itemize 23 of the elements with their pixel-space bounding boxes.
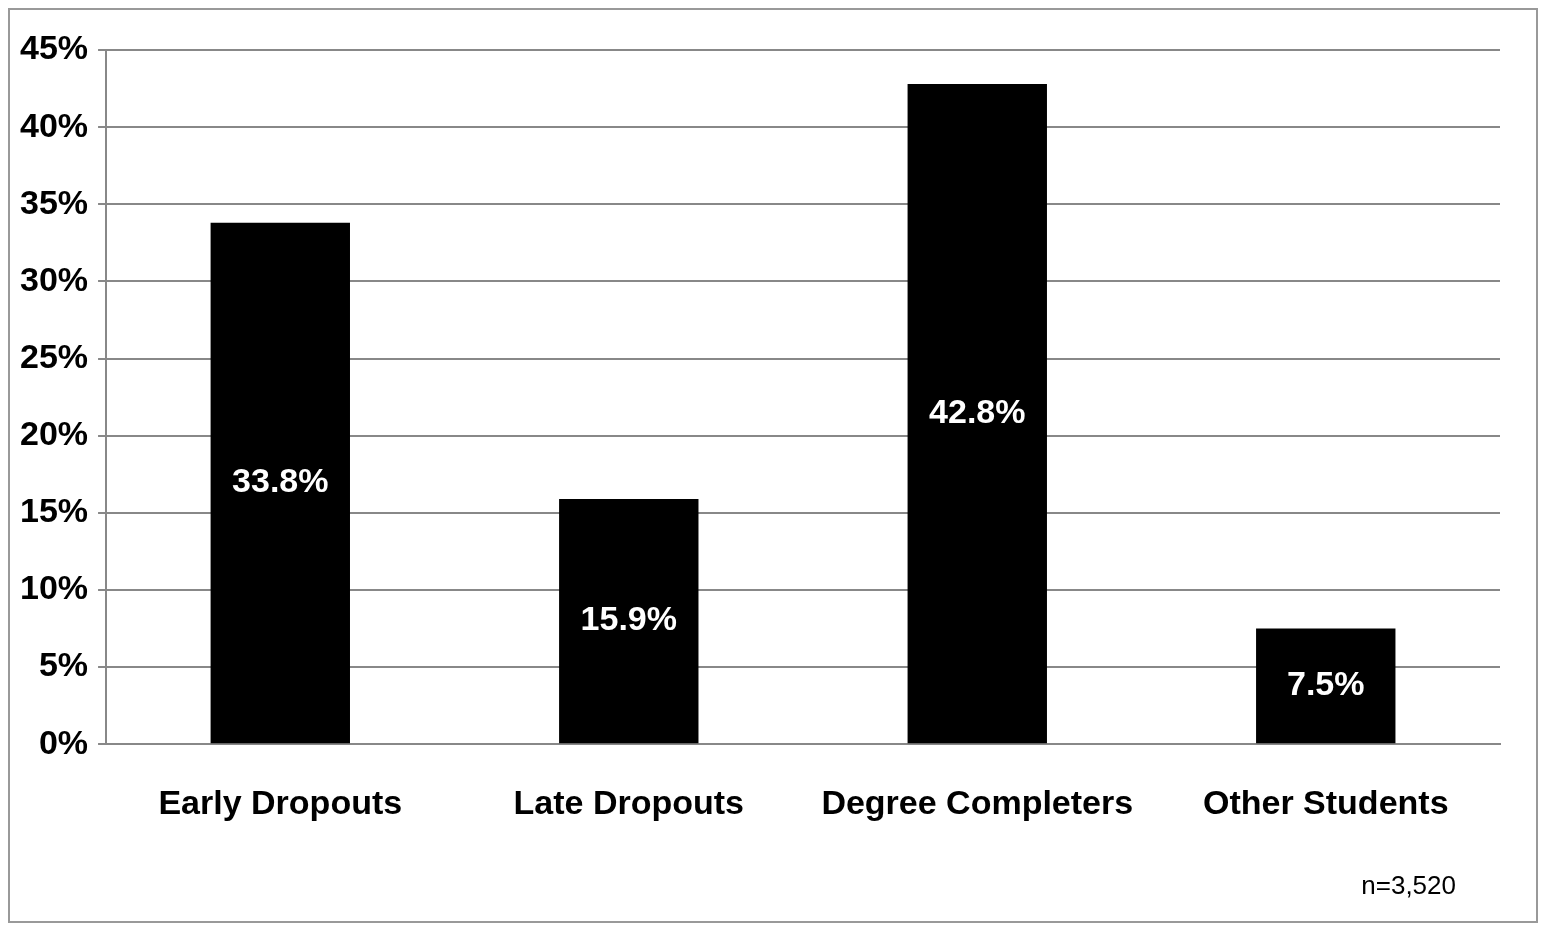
y-tick-label: 25%	[19, 336, 89, 375]
y-tick-label: 40%	[19, 105, 89, 144]
bar	[907, 83, 1047, 744]
y-tick-label: 15%	[19, 491, 89, 530]
y-tick-label: 0%	[38, 722, 89, 761]
y-tick-label: 10%	[19, 568, 89, 607]
y-tick-label: 20%	[19, 414, 89, 453]
bar	[1256, 628, 1396, 744]
y-tick-label: 45%	[19, 28, 89, 67]
bar	[559, 498, 699, 744]
data-label: 42.8%	[929, 391, 1026, 430]
bar	[210, 222, 350, 744]
x-tick-label: Degree Completers	[821, 782, 1134, 821]
data-label: 7.5%	[1287, 664, 1365, 703]
x-tick-label: Early Dropouts	[158, 782, 403, 821]
text: n=3,520	[1361, 870, 1456, 901]
y-tick-label: 30%	[19, 259, 89, 298]
y-tick-label: 35%	[19, 182, 89, 221]
data-label: 15.9%	[580, 599, 677, 638]
y-tick-label: 5%	[38, 645, 89, 684]
x-tick-label: Other Students	[1202, 782, 1449, 821]
data-label: 33.8%	[232, 461, 329, 500]
x-tick-label: Late Dropouts	[513, 782, 745, 821]
